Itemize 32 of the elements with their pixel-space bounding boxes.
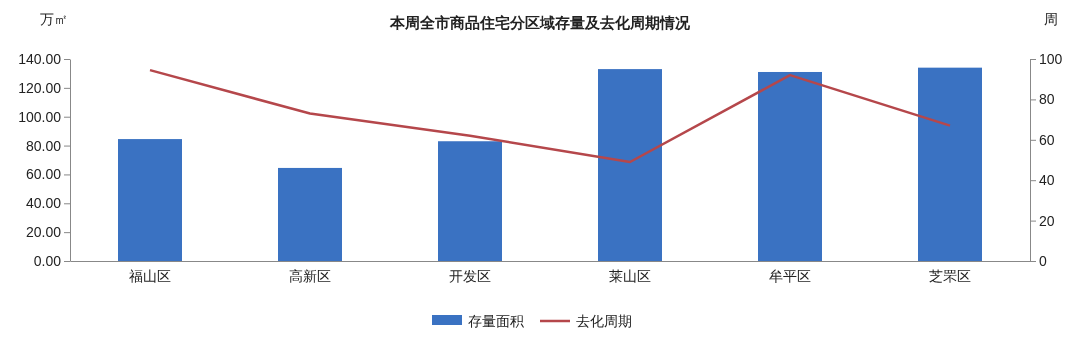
legend-label: 存量面积 bbox=[468, 313, 524, 329]
x-tick-label: 牟平区 bbox=[769, 267, 811, 284]
bar bbox=[278, 167, 342, 261]
y-tick-label: 40.00 bbox=[25, 195, 62, 212]
line-series bbox=[148, 68, 952, 164]
bar bbox=[758, 71, 822, 261]
chart-title: 本周全市商品住宅分区域存量及去化周期情况 bbox=[389, 14, 691, 32]
x-tick-label: 高新区 bbox=[289, 267, 331, 284]
y-axis-title: 万㎡ bbox=[40, 11, 68, 27]
y-tick-label: 120.00 bbox=[18, 79, 62, 96]
y2-tick-label: 60 bbox=[1039, 131, 1055, 148]
x-tick-label: 芝罘区 bbox=[929, 267, 971, 284]
y2-tick-label: 100 bbox=[1039, 50, 1063, 67]
bar bbox=[438, 141, 502, 261]
y-tick-label: 80.00 bbox=[25, 137, 62, 154]
x-tick-label: 福山区 bbox=[129, 267, 171, 284]
y-tick-label: 60.00 bbox=[25, 166, 62, 183]
y2-tick-label: 20 bbox=[1039, 212, 1055, 229]
bar bbox=[598, 69, 662, 261]
x-tick-label: 莱山区 bbox=[609, 267, 651, 284]
y-tick-label: 140.00 bbox=[18, 50, 62, 67]
bar bbox=[918, 67, 982, 261]
legend-label: 去化周期 bbox=[576, 313, 632, 329]
y-tick-label: 100.00 bbox=[18, 108, 62, 125]
y2-axis-title: 周 bbox=[1044, 11, 1058, 27]
y-tick-label: 0.00 bbox=[33, 252, 62, 269]
y2-tick-label: 40 bbox=[1039, 172, 1055, 189]
bar bbox=[118, 139, 182, 261]
y2-tick-label: 0 bbox=[1039, 252, 1047, 269]
y2-tick-label: 80 bbox=[1039, 91, 1055, 108]
x-tick-label: 开发区 bbox=[449, 267, 491, 284]
y-tick-label: 20.00 bbox=[25, 224, 62, 241]
